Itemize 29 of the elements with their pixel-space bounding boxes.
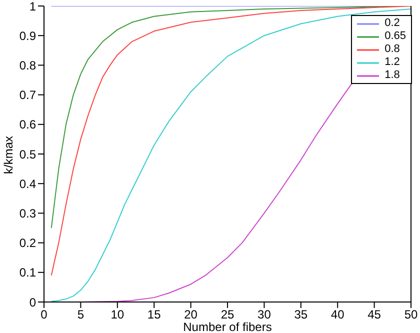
- legend-label: 0.65: [384, 30, 406, 43]
- legend-label: 1.2: [384, 56, 400, 69]
- x-tick-label: 20: [184, 308, 198, 322]
- x-tick-label: 10: [110, 308, 124, 322]
- y-tick-label: 0.4: [19, 176, 36, 191]
- y-tick-label: 0.3: [19, 206, 36, 220]
- x-tick-label: 50: [404, 308, 418, 322]
- y-tick-label: 0.2: [19, 236, 36, 250]
- y-tick-label: 0.9: [19, 28, 36, 43]
- legend-label: 1.8: [384, 69, 400, 82]
- y-tick-label: 0.5: [19, 147, 36, 162]
- y-tick-label: 0.1: [19, 266, 36, 280]
- x-tick-label: 45: [368, 308, 382, 322]
- x-tick-label: 0: [40, 308, 48, 322]
- x-tick-label: 25: [220, 308, 234, 322]
- y-tick-label: 0.6: [19, 118, 36, 132]
- x-tick-label: 35: [294, 308, 308, 322]
- y-tick-label: 1: [29, 0, 36, 14]
- y-tick-label: 0.7: [19, 88, 36, 102]
- y-axis-title: k/kmax: [1, 136, 16, 174]
- legend-label: 0.8: [384, 43, 400, 56]
- x-tick-label: 30: [258, 308, 272, 322]
- legend-label: 0.2: [384, 17, 400, 30]
- x-tick-label: 40: [330, 308, 345, 322]
- x-tick-label: 5: [77, 308, 84, 322]
- x-axis-title: Number of fibers: [183, 320, 272, 333]
- x-tick-label: 15: [147, 308, 162, 322]
- y-tick-label: 0.8: [19, 58, 36, 72]
- y-tick-label: 0: [29, 295, 36, 310]
